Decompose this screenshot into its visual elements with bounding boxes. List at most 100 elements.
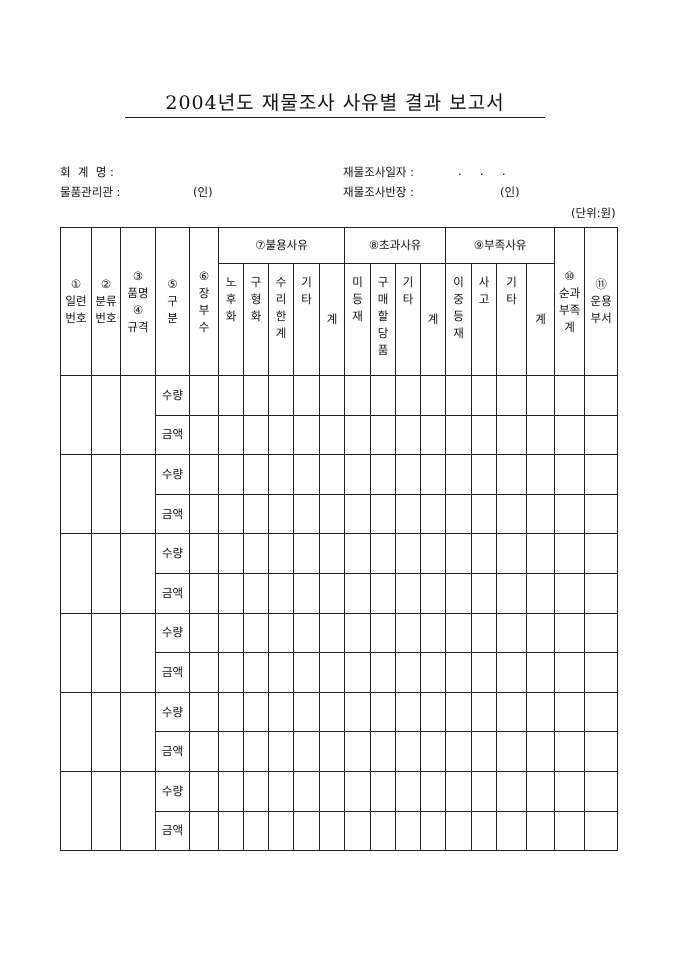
data-cell[interactable] <box>318 691 346 733</box>
data-cell[interactable] <box>496 731 528 772</box>
data-cell[interactable] <box>218 533 244 574</box>
data-cell[interactable] <box>189 652 219 693</box>
data-cell[interactable] <box>189 731 219 772</box>
data-cell[interactable] <box>268 770 294 812</box>
data-cell[interactable] <box>471 533 498 574</box>
data-cell[interactable] <box>584 770 619 812</box>
data-cell[interactable] <box>496 810 528 852</box>
class-no-cell[interactable] <box>91 454 121 535</box>
data-cell[interactable] <box>584 691 619 733</box>
data-cell[interactable] <box>496 414 528 456</box>
data-cell[interactable] <box>554 375 586 416</box>
data-cell[interactable] <box>526 731 556 772</box>
class-no-cell[interactable] <box>91 533 121 614</box>
data-cell[interactable] <box>496 454 528 495</box>
data-cell[interactable] <box>370 572 397 614</box>
class-no-cell[interactable] <box>91 770 121 852</box>
data-cell[interactable] <box>268 454 294 495</box>
item-spec-cell[interactable] <box>120 454 156 535</box>
data-cell[interactable] <box>218 414 244 456</box>
data-cell[interactable] <box>395 454 422 495</box>
data-cell[interactable] <box>496 652 528 693</box>
data-cell[interactable] <box>445 770 473 812</box>
data-cell[interactable] <box>189 810 219 852</box>
data-cell[interactable] <box>293 612 320 654</box>
data-cell[interactable] <box>268 375 294 416</box>
data-cell[interactable] <box>420 770 447 812</box>
data-cell[interactable] <box>344 414 372 456</box>
data-cell[interactable] <box>370 652 397 693</box>
data-cell[interactable] <box>471 810 498 852</box>
data-cell[interactable] <box>293 572 320 614</box>
data-cell[interactable] <box>218 375 244 416</box>
data-cell[interactable] <box>584 454 619 495</box>
data-cell[interactable] <box>471 612 498 654</box>
data-cell[interactable] <box>471 691 498 733</box>
data-cell[interactable] <box>584 810 619 852</box>
data-cell[interactable] <box>318 454 346 495</box>
data-cell[interactable] <box>554 691 586 733</box>
data-cell[interactable] <box>293 454 320 495</box>
data-cell[interactable] <box>243 572 269 614</box>
data-cell[interactable] <box>445 612 473 654</box>
data-cell[interactable] <box>189 493 219 535</box>
data-cell[interactable] <box>554 612 586 654</box>
data-cell[interactable] <box>189 375 219 416</box>
data-cell[interactable] <box>189 612 219 654</box>
data-cell[interactable] <box>526 454 556 495</box>
class-no-cell[interactable] <box>91 691 121 772</box>
data-cell[interactable] <box>554 770 586 812</box>
class-no-cell[interactable] <box>91 374 121 456</box>
data-cell[interactable] <box>395 533 422 574</box>
data-cell[interactable] <box>526 612 556 654</box>
data-cell[interactable] <box>496 691 528 733</box>
data-cell[interactable] <box>344 810 372 852</box>
data-cell[interactable] <box>243 533 269 574</box>
data-cell[interactable] <box>395 375 422 416</box>
data-cell[interactable] <box>243 612 269 654</box>
data-cell[interactable] <box>189 414 219 456</box>
data-cell[interactable] <box>218 770 244 812</box>
data-cell[interactable] <box>496 533 528 574</box>
data-cell[interactable] <box>584 375 619 416</box>
data-cell[interactable] <box>344 454 372 495</box>
data-cell[interactable] <box>344 770 372 812</box>
data-cell[interactable] <box>243 414 269 456</box>
data-cell[interactable] <box>370 493 397 535</box>
data-cell[interactable] <box>243 493 269 535</box>
item-spec-cell[interactable] <box>120 770 156 852</box>
data-cell[interactable] <box>471 572 498 614</box>
data-cell[interactable] <box>370 612 397 654</box>
data-cell[interactable] <box>189 454 219 495</box>
data-cell[interactable] <box>471 731 498 772</box>
serial-no-cell[interactable] <box>60 454 92 535</box>
data-cell[interactable] <box>526 533 556 574</box>
data-cell[interactable] <box>471 414 498 456</box>
data-cell[interactable] <box>318 375 346 416</box>
data-cell[interactable] <box>445 572 473 614</box>
data-cell[interactable] <box>243 652 269 693</box>
data-cell[interactable] <box>526 652 556 693</box>
data-cell[interactable] <box>318 414 346 456</box>
data-cell[interactable] <box>395 612 422 654</box>
data-cell[interactable] <box>218 493 244 535</box>
data-cell[interactable] <box>554 810 586 852</box>
data-cell[interactable] <box>584 414 619 456</box>
class-no-cell[interactable] <box>91 612 121 693</box>
serial-no-cell[interactable] <box>60 770 92 852</box>
data-cell[interactable] <box>293 691 320 733</box>
data-cell[interactable] <box>526 375 556 416</box>
data-cell[interactable] <box>293 731 320 772</box>
data-cell[interactable] <box>554 652 586 693</box>
data-cell[interactable] <box>218 572 244 614</box>
data-cell[interactable] <box>268 493 294 535</box>
data-cell[interactable] <box>395 414 422 456</box>
data-cell[interactable] <box>293 770 320 812</box>
serial-no-cell[interactable] <box>60 374 92 456</box>
data-cell[interactable] <box>496 612 528 654</box>
data-cell[interactable] <box>243 770 269 812</box>
data-cell[interactable] <box>318 810 346 852</box>
data-cell[interactable] <box>344 572 372 614</box>
data-cell[interactable] <box>554 533 586 574</box>
data-cell[interactable] <box>395 731 422 772</box>
